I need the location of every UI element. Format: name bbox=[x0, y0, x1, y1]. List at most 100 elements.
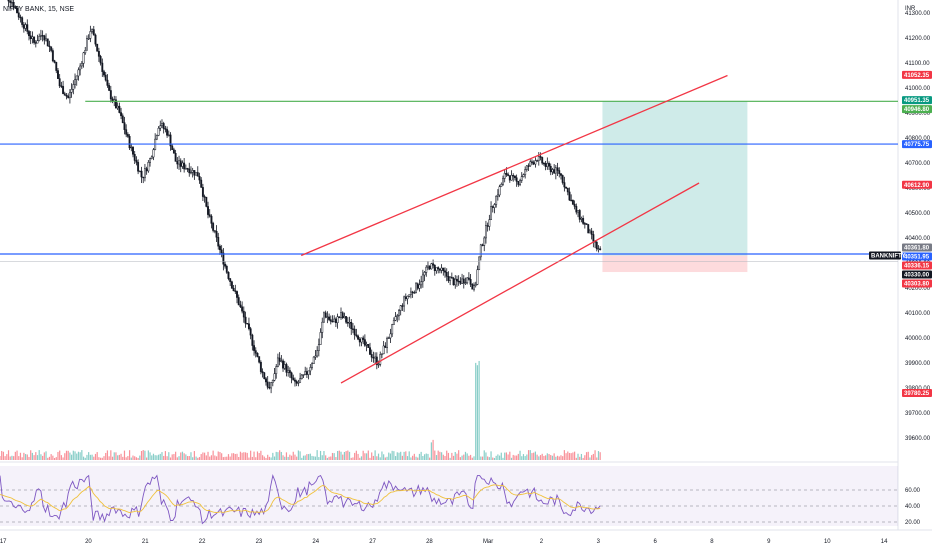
x-tick-label: 9 bbox=[767, 539, 771, 545]
volume-bar bbox=[468, 455, 470, 460]
volume-bar bbox=[430, 442, 432, 460]
volume-bar bbox=[181, 451, 184, 460]
candle-body bbox=[582, 218, 585, 224]
candle-body bbox=[384, 345, 387, 348]
candle-body bbox=[345, 316, 348, 323]
candle-body bbox=[172, 149, 175, 154]
volume-bar bbox=[396, 452, 398, 460]
volume-bar bbox=[28, 456, 30, 460]
volume-bar bbox=[52, 455, 54, 460]
x-tick-label: 3 bbox=[597, 539, 601, 545]
candle-body bbox=[554, 167, 557, 174]
candle-body bbox=[26, 24, 29, 32]
volume-bar bbox=[371, 452, 373, 460]
candle-body bbox=[149, 158, 151, 163]
x-tick-label: 27 bbox=[369, 539, 376, 545]
candle-body bbox=[372, 356, 375, 359]
volume-bar bbox=[512, 454, 514, 460]
rsi-ma-line bbox=[0, 484, 601, 514]
last-price-badge bbox=[869, 251, 901, 260]
symbol-title[interactable]: NIFTY BANK, 15, NSE bbox=[3, 6, 74, 13]
candle-body bbox=[334, 318, 337, 323]
volume-bar bbox=[7, 450, 10, 460]
volume-bar bbox=[53, 457, 56, 460]
volume-bar bbox=[306, 454, 308, 460]
candle-body bbox=[425, 266, 428, 273]
candle-body bbox=[300, 374, 303, 379]
candle-body bbox=[539, 156, 542, 158]
candle-body bbox=[551, 169, 554, 173]
volume-bar bbox=[123, 450, 126, 460]
volume-bar bbox=[192, 457, 194, 460]
line-channel-lower bbox=[340, 182, 700, 384]
volume-bar bbox=[212, 450, 214, 460]
volume-bar bbox=[521, 456, 523, 460]
volume-bar bbox=[417, 457, 419, 460]
line-layer bbox=[0, 74, 898, 384]
x-tick-label: 2 bbox=[540, 539, 544, 545]
volume-bar bbox=[105, 452, 107, 460]
candle-body bbox=[481, 244, 484, 246]
candle-body bbox=[360, 337, 363, 343]
volume-bar bbox=[273, 456, 276, 460]
candle-body bbox=[467, 277, 470, 280]
candle-body bbox=[280, 360, 283, 362]
candle-body bbox=[261, 371, 264, 374]
volume-bar bbox=[185, 454, 187, 460]
candle-body bbox=[87, 38, 90, 40]
volume-bar bbox=[318, 457, 320, 460]
candle-body bbox=[317, 344, 320, 351]
candle-body bbox=[21, 17, 24, 25]
volume-bar bbox=[444, 456, 446, 460]
candle-body bbox=[510, 175, 513, 181]
rsi-level-label: 60.00 bbox=[905, 488, 921, 494]
volume-bar bbox=[420, 451, 422, 460]
candle-body bbox=[220, 249, 223, 254]
volume-bar bbox=[442, 454, 444, 460]
price-tag-value: 40946.80 bbox=[904, 107, 930, 113]
candle-body bbox=[99, 56, 102, 64]
candle-body bbox=[433, 264, 436, 272]
candle-body bbox=[232, 287, 235, 292]
candle-body bbox=[597, 248, 600, 250]
volume-bar bbox=[594, 450, 596, 460]
volume-bar bbox=[173, 454, 175, 460]
volume-bar bbox=[76, 453, 78, 460]
volume-bar bbox=[309, 453, 311, 460]
candle-body bbox=[152, 149, 155, 158]
candle-body bbox=[123, 122, 126, 130]
volume-bar bbox=[23, 452, 25, 460]
volume-bar bbox=[209, 456, 211, 460]
last-price-symbol: BANKNIFTY bbox=[871, 254, 906, 260]
candle-body bbox=[563, 182, 566, 188]
volume-bar bbox=[35, 452, 37, 460]
candle-body bbox=[326, 316, 329, 318]
volume-bar bbox=[140, 451, 143, 460]
volume-bar bbox=[461, 455, 463, 460]
candle-body bbox=[97, 51, 100, 57]
candle-body bbox=[215, 231, 218, 238]
candle-body bbox=[77, 69, 80, 77]
volume-bar bbox=[464, 451, 467, 460]
candle-body bbox=[184, 168, 187, 170]
candle-body bbox=[224, 263, 227, 267]
candle-body bbox=[140, 170, 143, 178]
volume-bar bbox=[377, 453, 380, 460]
volume-bar bbox=[255, 457, 257, 460]
volume-bar bbox=[18, 456, 20, 460]
candle-body bbox=[329, 319, 332, 322]
price-tag bbox=[902, 270, 932, 279]
volume-bar bbox=[251, 456, 253, 460]
candle-body bbox=[304, 371, 307, 375]
candle-body bbox=[249, 328, 252, 336]
volume-bar bbox=[553, 453, 555, 460]
candle-body bbox=[478, 256, 481, 270]
volume-bar bbox=[335, 457, 337, 460]
volume-bar bbox=[357, 453, 359, 460]
candle-body bbox=[498, 186, 501, 196]
volume-bar bbox=[340, 451, 342, 460]
volume-bar bbox=[77, 451, 80, 460]
volume-bar bbox=[565, 453, 567, 460]
